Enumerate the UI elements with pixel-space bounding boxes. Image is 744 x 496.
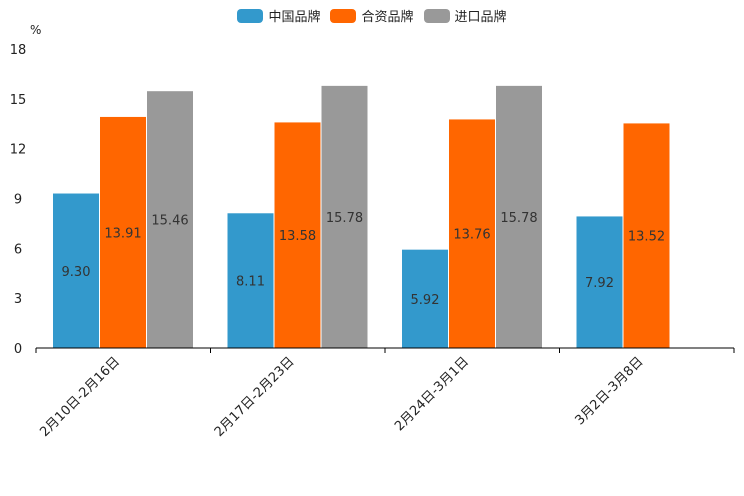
y-tick-label-5: 15	[10, 93, 27, 108]
legend-item-domestic[interactable]: 中国品牌	[237, 6, 320, 25]
legend-item-joint[interactable]: 合资品牌	[330, 6, 414, 25]
bar-1-2	[449, 119, 495, 348]
y-tick-label-6: 18	[10, 43, 27, 58]
x-tick-label-1: 2月17日-2月23日	[212, 354, 298, 440]
data-label-1-1: 13.58	[279, 229, 316, 244]
data-label-0-3: 7.92	[585, 276, 614, 291]
legend-swatch-import	[423, 8, 450, 23]
y-tick-label-3: 9	[14, 193, 22, 208]
bar-0-3	[576, 216, 623, 348]
data-label-1-0: 13.91	[104, 226, 141, 241]
y-axis-unit: %	[30, 23, 41, 37]
bar-1-1	[274, 122, 321, 348]
bar-0-2	[402, 249, 448, 348]
legend-swatch-domestic	[237, 8, 264, 23]
bar-2-0	[147, 91, 193, 348]
x-tick-label-0: 2月10日-2月16日	[37, 354, 123, 440]
y-tick-label-4: 12	[10, 143, 27, 158]
y-tick-label-2: 6	[14, 242, 22, 257]
data-label-2-2: 15.78	[500, 211, 537, 226]
bar-0-0	[53, 193, 99, 348]
data-label-0-2: 5.92	[411, 293, 440, 308]
bar-1-3	[623, 123, 670, 348]
legend-label-domestic: 中国品牌	[268, 10, 321, 25]
bar-2-1	[321, 85, 368, 349]
bar-2-2	[496, 85, 542, 349]
legend-label-joint: 合资品牌	[361, 10, 414, 25]
legend-label-import: 进口品牌	[454, 10, 507, 25]
legend: 中国品牌 合资品牌 进口品牌	[0, 6, 744, 25]
data-label-2-1: 15.78	[326, 211, 363, 226]
y-tick-label-1: 3	[14, 292, 22, 307]
data-label-0-1: 8.11	[236, 275, 265, 290]
x-tick-label-3: 3月2日-3月8日	[572, 354, 646, 428]
legend-swatch-joint	[330, 8, 357, 23]
data-label-0-0: 9.30	[62, 265, 91, 280]
y-tick-label-0: 0	[14, 342, 22, 357]
legend-item-import[interactable]: 进口品牌	[423, 6, 507, 25]
bar-0-1	[227, 213, 274, 348]
x-tick-label-2: 2月24日-3月1日	[392, 354, 472, 434]
data-label-1-3: 13.52	[628, 230, 665, 245]
bar-1-0	[100, 116, 146, 348]
data-label-2-0: 15.46	[151, 214, 188, 229]
data-label-1-2: 13.76	[453, 228, 490, 243]
